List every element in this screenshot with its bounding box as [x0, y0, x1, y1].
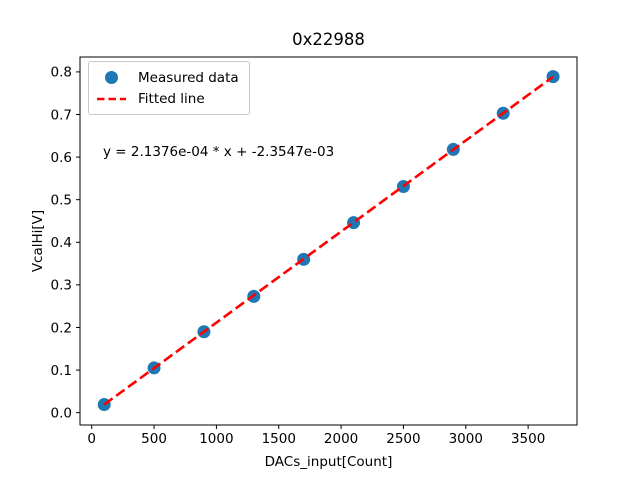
fitted-line: [103, 75, 554, 406]
scatter-marker-icon: [96, 71, 127, 84]
x-tick-label: 1000: [199, 431, 233, 447]
legend-item-fitted-line: Fitted line: [96, 88, 239, 109]
x-tick-label: 2000: [324, 431, 358, 447]
y-tick-label: 0.5: [51, 192, 72, 208]
x-tick-label: 3000: [449, 431, 483, 447]
x-tick-label: 500: [141, 431, 167, 447]
plot-area: 0 500 1000 1500 2000 2500 3000 3500 0.0 0.1 0.2 0.3…: [51, 56, 578, 447]
x-tick-label: 1500: [262, 431, 296, 447]
y-tick-label: 0.3: [51, 278, 72, 294]
x-axis-label: DACs_input[Count]: [264, 454, 393, 470]
y-tick-label: 0.8: [51, 65, 72, 81]
blue-dot-icon: [105, 71, 118, 84]
x-tick-label: 2500: [386, 431, 420, 447]
legend-item-measured-data: Measured data: [96, 67, 239, 88]
y-tick-label: 0.1: [51, 363, 72, 379]
x-tick-label: 3500: [511, 431, 545, 447]
legend-label: Measured data: [138, 69, 239, 86]
x-tick-label: 0: [87, 431, 96, 447]
plot-frame: [79, 56, 578, 426]
y-axis-label: VcalHi[V]: [30, 209, 46, 273]
dashed-line-swatch-canvas: [97, 97, 126, 100]
legend-label: Fitted line: [138, 90, 205, 107]
dashed-line-icon: [96, 96, 127, 102]
legend: Measured data Fitted line: [88, 61, 250, 115]
y-tick-label: 0.2: [51, 320, 72, 336]
fit-equation-annotation: y = 2.1376e-04 * x + -2.3547e-03: [103, 144, 335, 160]
y-tick-label: 0.0: [51, 405, 72, 421]
y-tick-label: 0.7: [51, 107, 72, 123]
chart-title: 0x22988: [292, 30, 365, 49]
y-tick-label: 0.4: [51, 235, 72, 251]
y-tick-label: 0.6: [51, 150, 72, 166]
